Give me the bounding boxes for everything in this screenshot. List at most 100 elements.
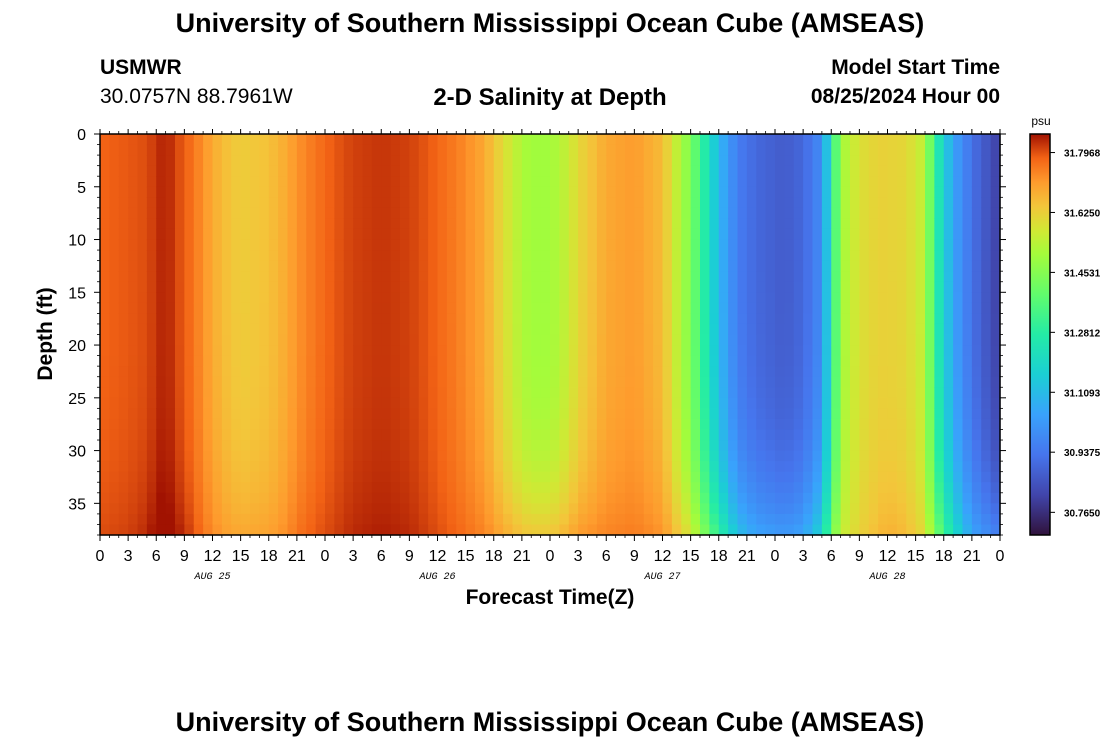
heatmap-cell [943,155,954,167]
heatmap-cell [559,134,570,146]
heatmap-cell [700,387,710,399]
heatmap-cell [175,313,185,325]
heatmap-cell [606,250,617,262]
heatmap-cell [137,281,148,293]
y-tick-label: 15 [68,285,86,302]
heatmap-cell [296,197,307,209]
heatmap-cell [840,418,851,431]
heatmap-cell [878,355,889,367]
heatmap-cell [728,239,739,251]
heatmap-cell [325,334,335,346]
heatmap-cell [587,228,598,241]
heatmap-cell [859,524,870,536]
heatmap-cell [831,207,842,220]
heatmap-cell [934,440,945,452]
heatmap-cell [662,524,673,536]
heatmap-cell [681,503,692,515]
heatmap-cell [250,144,260,156]
heatmap-cell [896,503,907,515]
heatmap-cell [418,503,429,515]
heatmap-cell [915,323,926,336]
heatmap-cell [746,250,757,262]
heatmap-cell [128,524,139,536]
heatmap-cell [859,271,870,283]
heatmap-cell [625,461,635,473]
heatmap-cell [990,376,1001,388]
heatmap-cell [765,387,776,399]
heatmap-cell [259,471,270,483]
heatmap-cell [803,524,814,536]
heatmap-cell [784,250,795,262]
heatmap-cell [737,418,748,431]
heatmap-cell [606,440,617,452]
heatmap-cell [896,323,907,336]
heatmap-cell [625,524,635,536]
heatmap-cell [868,387,879,399]
heatmap-cell [409,461,420,473]
heatmap-cell [681,292,692,304]
heatmap-cell [793,513,804,526]
heatmap-cell [296,260,307,272]
heatmap-cell [756,281,767,293]
heatmap-cell [390,397,401,409]
heatmap-cell [634,281,645,293]
heatmap-cell [868,218,879,230]
heatmap-cell [971,250,982,262]
heatmap-cell [840,302,851,314]
x-tick-label: 18 [710,548,728,565]
heatmap-cell [653,197,664,209]
heatmap-cell [456,503,467,515]
heatmap-cell [353,482,364,494]
heatmap-cell [325,323,335,336]
heatmap-cell [250,207,260,220]
heatmap-cell [550,513,560,526]
heatmap-cell [484,281,495,293]
heatmap-cell [943,345,954,357]
heatmap-cell [878,281,889,293]
heatmap-cell [868,376,879,388]
heatmap-cell [212,218,223,230]
heatmap-cell [765,207,776,220]
heatmap-cell [128,450,139,462]
heatmap-cell [775,461,785,473]
heatmap-cell [493,355,504,367]
heatmap-cell [175,197,185,209]
heatmap-cell [437,302,448,314]
heatmap-cell [868,207,879,220]
heatmap-cell [221,461,232,473]
heatmap-cell [109,197,120,209]
heatmap-cell [812,408,823,420]
heatmap-cell [709,397,720,409]
heatmap-cell [868,450,879,462]
heatmap-cell [971,218,982,230]
heatmap-cell [418,239,429,251]
heatmap-cell [240,397,251,409]
heatmap-cell [109,260,120,272]
heatmap-cell [803,134,814,146]
heatmap-cell [662,366,673,378]
heatmap-cell [156,418,167,431]
heatmap-cell [568,397,579,409]
heatmap-cell [868,250,879,262]
heatmap-cell [634,461,645,473]
heatmap-cell [268,176,279,188]
heatmap-cell [962,355,973,367]
heatmap-cell [493,482,504,494]
heatmap-cell [278,503,289,515]
heatmap-cell [859,450,870,462]
heatmap-cell [906,408,917,420]
heatmap-cell [587,387,598,399]
heatmap-cell [268,228,279,241]
heatmap-cell [268,334,279,346]
heatmap-cell [503,207,514,220]
heatmap-cell [381,155,392,167]
heatmap-cell [925,260,935,272]
heatmap-cell [756,408,767,420]
heatmap-cell [428,144,439,156]
heatmap-cell [728,355,739,367]
heatmap-cell [428,429,439,441]
heatmap-cell [925,250,935,262]
plot-title: 2-D Salinity at Depth [433,84,667,111]
heatmap-cell [896,165,907,177]
heatmap-cell [475,228,485,241]
